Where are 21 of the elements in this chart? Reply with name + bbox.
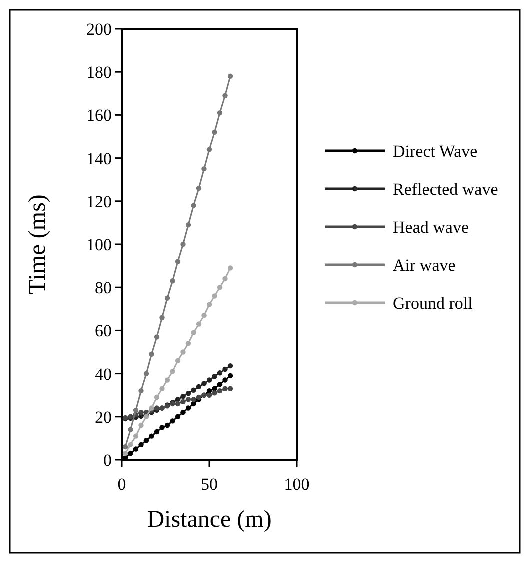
legend-label: Air wave xyxy=(393,256,456,275)
y-tick-label: 20 xyxy=(95,408,112,427)
x-tick-label: 0 xyxy=(118,475,126,494)
x-tick-label: 50 xyxy=(201,475,218,494)
y-tick-label: 120 xyxy=(86,192,112,212)
x-axis-title: Distance (m) xyxy=(147,507,272,533)
y-tick-label: 40 xyxy=(95,364,112,384)
legend-label: Direct Wave xyxy=(393,142,478,161)
y-tick-label: 180 xyxy=(86,63,112,82)
y-tick-label: 0 xyxy=(104,450,112,470)
y-axis-title: Time (ms) xyxy=(25,194,51,294)
y-tick-label: 100 xyxy=(86,235,112,254)
legend-label: Reflected wave xyxy=(393,180,498,199)
y-tick-label: 200 xyxy=(86,20,112,39)
x-tick-label: 100 xyxy=(284,475,310,494)
y-tick-label: 80 xyxy=(95,278,112,298)
y-tick-label: 60 xyxy=(95,322,112,341)
legend-label: Head wave xyxy=(393,218,469,237)
y-tick-label: 140 xyxy=(86,149,112,168)
legend-label: Ground roll xyxy=(393,294,474,313)
y-tick-label: 160 xyxy=(86,106,112,126)
